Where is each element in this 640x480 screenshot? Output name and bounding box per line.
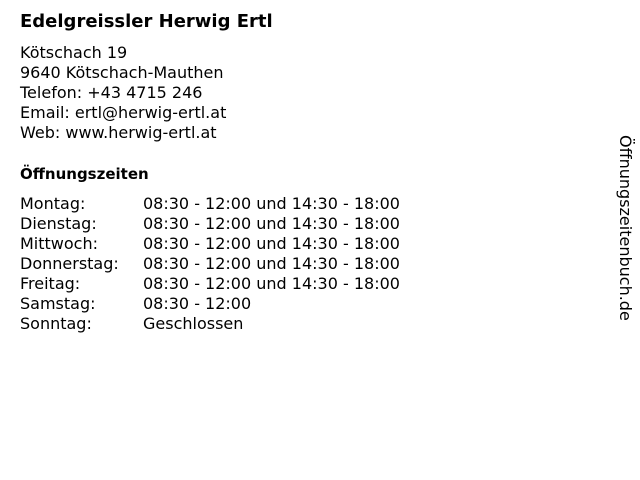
time-value: 08:30 - 12:00 und 14:30 - 18:00: [143, 194, 400, 213]
phone: Telefon: +43 4715 246: [20, 83, 203, 102]
street: Kötschach 19: [20, 43, 128, 62]
hours-table: Montag: 08:30 - 12:00 und 14:30 - 18:00 D…: [20, 194, 400, 334]
hours-row: Donnerstag: 08:30 - 12:00 und 14:30 - 18:…: [20, 254, 400, 274]
hours-heading: Öffnungszeiten: [20, 165, 149, 183]
time-value: 08:30 - 12:00 und 14:30 - 18:00: [143, 214, 400, 233]
address-block: Kötschach 19 9640 Kötschach-Mauthen Tele…: [20, 43, 226, 143]
hours-row: Samstag: 08:30 - 12:00: [20, 294, 400, 314]
time-value: 08:30 - 12:00 und 14:30 - 18:00: [143, 254, 400, 273]
time-value: 08:30 - 12:00 und 14:30 - 18:00: [143, 234, 400, 253]
site-watermark: Öffnungszeitenbuch.de: [616, 135, 635, 321]
website: Web: www.herwig-ertl.at: [20, 123, 217, 142]
hours-row: Mittwoch: 08:30 - 12:00 und 14:30 - 18:00: [20, 234, 400, 254]
email: Email: ertl@herwig-ertl.at: [20, 103, 227, 122]
time-value: Geschlossen: [143, 314, 244, 333]
day-label: Dienstag:: [20, 214, 97, 233]
hours-row: Dienstag: 08:30 - 12:00 und 14:30 - 18:00: [20, 214, 400, 234]
day-label: Donnerstag:: [20, 254, 119, 273]
day-label: Mittwoch:: [20, 234, 98, 253]
hours-row: Sonntag: Geschlossen: [20, 314, 400, 334]
hours-row: Freitag: 08:30 - 12:00 und 14:30 - 18:00: [20, 274, 400, 294]
hours-row: Montag: 08:30 - 12:00 und 14:30 - 18:00: [20, 194, 400, 214]
day-label: Sonntag:: [20, 314, 92, 333]
day-label: Montag:: [20, 194, 86, 213]
business-name: Edelgreissler Herwig Ertl: [20, 11, 273, 32]
time-value: 08:30 - 12:00: [143, 294, 252, 313]
city: 9640 Kötschach-Mauthen: [20, 63, 224, 82]
time-value: 08:30 - 12:00 und 14:30 - 18:00: [143, 274, 400, 293]
day-label: Samstag:: [20, 294, 96, 313]
day-label: Freitag:: [20, 274, 81, 293]
